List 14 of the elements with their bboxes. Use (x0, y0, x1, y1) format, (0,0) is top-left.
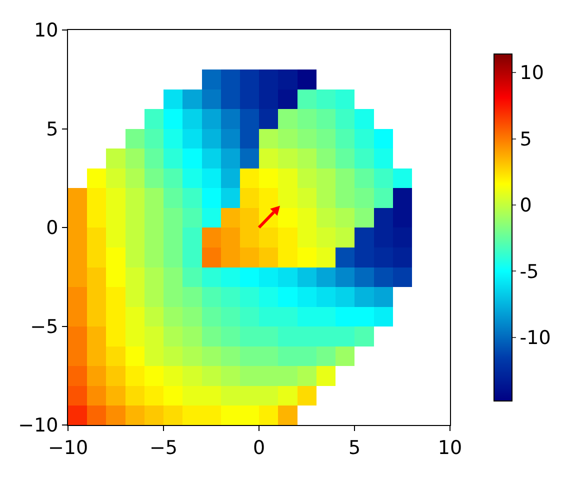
color-bar-label: 10 (520, 62, 544, 84)
x-tick-label: 0 (252, 436, 266, 459)
y-tick-label: −10 (18, 414, 58, 437)
color-bar-label: -10 (520, 327, 551, 350)
color-bar-label: -5 (520, 260, 539, 283)
y-tick-label: −5 (30, 316, 58, 338)
color-bar-label: 5 (520, 128, 532, 150)
x-tick-label: 10 (438, 436, 462, 459)
color-bar-label: 0 (520, 194, 532, 217)
y-tick-label: 0 (46, 217, 58, 240)
x-tick-label: −5 (149, 436, 178, 459)
y-tick-label: 10 (34, 20, 58, 42)
y-tick-label: 5 (46, 118, 58, 140)
x-tick-label: 5 (348, 436, 361, 459)
